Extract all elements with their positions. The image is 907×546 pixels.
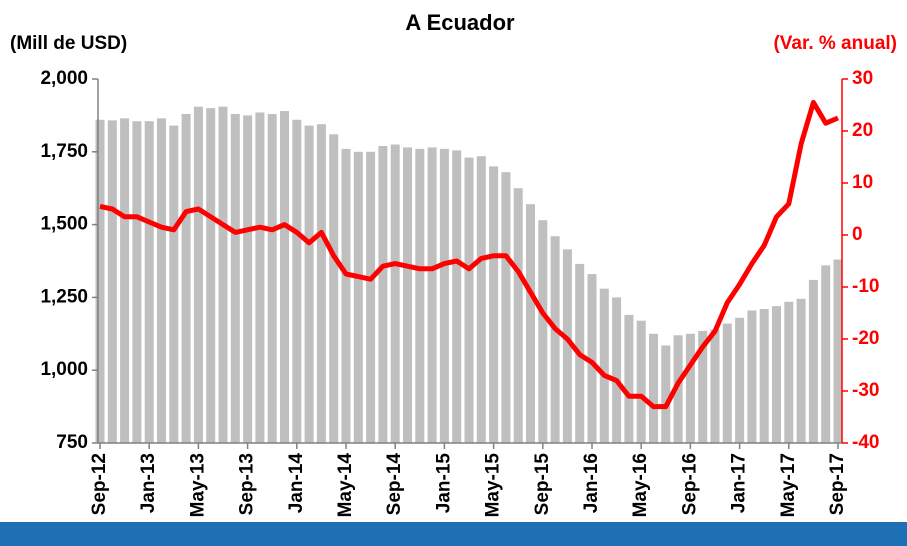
x-tick-label: Jan-14 — [286, 453, 307, 514]
x-tick-label: May-14 — [335, 453, 356, 518]
x-tick-label: May-17 — [778, 453, 799, 517]
x-tick-label: Jan-16 — [581, 453, 602, 513]
bar — [132, 121, 142, 443]
x-tick-label: Sep-17 — [827, 453, 848, 515]
y-tick-label: 1,750 — [40, 141, 88, 162]
y-tick-label: 2,000 — [40, 68, 88, 89]
bar — [206, 108, 216, 444]
bar — [341, 148, 351, 443]
bar — [280, 111, 289, 444]
y-tick-label: 1,000 — [40, 359, 88, 380]
bar — [157, 118, 166, 443]
bar — [292, 119, 302, 443]
y2-axis-label: (Var. % anual) — [773, 33, 897, 54]
y2-tick-label: 10 — [852, 172, 873, 193]
footer-band — [0, 522, 907, 546]
bar — [353, 151, 363, 444]
y-tick-label: 1,500 — [40, 214, 88, 235]
bar — [784, 301, 794, 443]
bar — [808, 279, 818, 443]
bar — [636, 320, 646, 443]
bar — [427, 147, 437, 443]
bar — [144, 121, 154, 443]
x-tick-label: Sep-13 — [237, 453, 258, 515]
bar — [439, 148, 449, 443]
y2-tick-label: -40 — [852, 432, 879, 453]
y-axis-label: (Mill de USD) — [10, 33, 127, 54]
y-tick-label: 1,250 — [40, 286, 88, 307]
bar — [833, 259, 843, 443]
bar — [735, 317, 745, 443]
bar — [316, 124, 326, 444]
bar — [821, 265, 831, 443]
bar — [181, 113, 191, 443]
y2-tick-label: 30 — [852, 68, 873, 89]
bar — [599, 288, 609, 443]
bar — [710, 329, 720, 443]
bar — [464, 157, 474, 443]
bar — [95, 119, 105, 443]
y2-tick-label: -30 — [852, 380, 879, 401]
bar — [476, 156, 486, 443]
bar — [403, 147, 412, 443]
bar — [649, 333, 658, 443]
x-tick-label: Sep-15 — [532, 453, 553, 516]
bar — [796, 298, 806, 443]
bar — [624, 314, 634, 443]
x-tick-label: May-13 — [187, 453, 208, 517]
y2-tick-label: -20 — [852, 328, 879, 349]
bar — [759, 309, 769, 443]
x-tick-label: Sep-12 — [89, 453, 110, 515]
bar — [526, 204, 535, 443]
bar — [661, 345, 671, 443]
x-tick-label: Sep-14 — [384, 453, 405, 516]
bar — [193, 106, 203, 443]
y2-tick-label: 0 — [852, 224, 863, 245]
bar — [772, 306, 781, 443]
bar — [230, 113, 240, 443]
y2-tick-label: -10 — [852, 276, 879, 297]
bar — [685, 333, 695, 443]
chart-title: A Ecuador — [405, 10, 515, 35]
bar — [329, 134, 339, 443]
x-tick-label: Sep-16 — [679, 453, 700, 515]
y2-tick-label: 20 — [852, 120, 873, 141]
bar — [550, 236, 560, 443]
x-tick-label: May-16 — [630, 453, 651, 517]
x-tick-label: May-15 — [483, 453, 504, 518]
line — [99, 99, 839, 410]
bar — [218, 106, 228, 443]
bar — [390, 144, 400, 443]
bar — [501, 172, 511, 443]
bar — [698, 330, 708, 443]
bar — [378, 145, 388, 443]
bar — [673, 335, 683, 443]
bar — [267, 113, 277, 443]
bar — [243, 115, 253, 444]
bar — [107, 120, 117, 443]
bar — [747, 310, 757, 443]
bar — [612, 297, 622, 443]
bar — [415, 148, 425, 443]
bar — [169, 125, 179, 443]
bar — [366, 151, 376, 444]
bar — [452, 150, 462, 443]
bar — [513, 188, 523, 443]
bar — [120, 118, 130, 443]
bar — [587, 274, 597, 443]
bar — [255, 112, 265, 443]
x-tick-label: Jan-17 — [729, 453, 750, 513]
bar — [489, 166, 499, 444]
x-tick-label: Jan-13 — [138, 453, 159, 513]
bar — [562, 249, 572, 443]
bar — [538, 220, 548, 443]
y-tick-label: 750 — [56, 432, 88, 453]
x-tick-label: Jan-15 — [433, 453, 454, 514]
bar — [722, 323, 732, 443]
bar — [304, 125, 314, 443]
